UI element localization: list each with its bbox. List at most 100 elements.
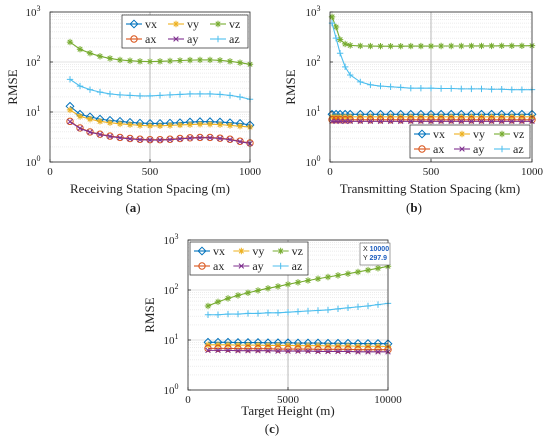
data-point-vy bbox=[86, 115, 94, 123]
data-point-vz bbox=[284, 281, 292, 288]
legend-item-az: az bbox=[210, 32, 240, 46]
data-point-vz bbox=[146, 58, 154, 65]
y-tick-label: 102 bbox=[306, 54, 321, 69]
legend-item-vx: vx bbox=[126, 17, 157, 31]
data-point-az bbox=[468, 85, 475, 93]
legend: vx vy vz ax ay az bbox=[189, 241, 309, 276]
x-tick-label: 500 bbox=[142, 166, 159, 178]
datatip-x: X 10000 bbox=[363, 246, 389, 253]
data-point-vz bbox=[508, 42, 515, 49]
data-point-ay bbox=[305, 348, 311, 354]
data-point-vz bbox=[294, 279, 302, 286]
data-point-ay bbox=[227, 136, 233, 143]
legend-label: vz bbox=[513, 127, 524, 141]
data-point-ax bbox=[397, 116, 405, 124]
y-tick-label: 101 bbox=[306, 104, 321, 119]
legend-label: ay bbox=[252, 259, 263, 273]
panel-caption: (b) bbox=[406, 200, 422, 215]
data-point-az bbox=[116, 91, 124, 99]
data-point-vz bbox=[274, 283, 282, 290]
data-point-vz bbox=[86, 49, 94, 57]
data-point-ay bbox=[375, 349, 381, 355]
data-point-az bbox=[234, 310, 242, 318]
series-ax bbox=[204, 344, 392, 354]
data-point-vz bbox=[407, 42, 414, 50]
data-point-ay bbox=[235, 347, 241, 354]
data-point-ax bbox=[498, 116, 506, 124]
legend-marker bbox=[418, 145, 426, 153]
data-point-vy bbox=[226, 122, 234, 129]
data-point-vy bbox=[106, 119, 114, 126]
data-point-ay bbox=[335, 348, 341, 355]
data-point-az bbox=[407, 84, 414, 92]
data-point-ay bbox=[325, 348, 331, 355]
data-point-vz bbox=[96, 53, 104, 60]
data-point-ax bbox=[487, 116, 496, 124]
data-point-vy bbox=[236, 123, 244, 130]
legend-label: ax bbox=[433, 142, 444, 156]
data-point-az bbox=[176, 91, 184, 98]
y-tick-label: 103 bbox=[26, 4, 41, 19]
data-point-ay bbox=[365, 349, 371, 355]
data-point-az bbox=[196, 90, 204, 98]
y-axis-label: RMSE bbox=[142, 297, 157, 332]
data-point-az bbox=[347, 71, 354, 79]
data-point-vz bbox=[468, 42, 475, 50]
data-point-ay bbox=[342, 118, 348, 125]
data-point-vz bbox=[226, 58, 234, 65]
data-point-vy bbox=[156, 122, 164, 129]
data-point-ay bbox=[245, 347, 251, 354]
series-vz bbox=[328, 13, 536, 50]
data-point-vz bbox=[216, 57, 224, 64]
data-point-az bbox=[417, 84, 425, 92]
data-point-az bbox=[397, 84, 404, 91]
series-ay bbox=[329, 118, 535, 125]
data-point-vy bbox=[166, 122, 174, 129]
data-point-ay bbox=[215, 347, 221, 354]
data-point-az bbox=[518, 86, 526, 93]
data-point-ax bbox=[364, 345, 372, 354]
legend-item-vx: vx bbox=[194, 244, 225, 258]
x-tick-label: 0 bbox=[327, 166, 333, 178]
data-point-ax bbox=[344, 345, 352, 354]
legend-marker bbox=[459, 146, 465, 152]
data-point-ax bbox=[244, 344, 252, 353]
data-point-ax bbox=[76, 124, 84, 132]
data-point-vz bbox=[377, 43, 384, 50]
legend-item-vx: vx bbox=[414, 127, 445, 141]
series-line-ax bbox=[208, 347, 388, 351]
x-tick-label: 0 bbox=[185, 394, 191, 406]
y-axis-label: RMSE bbox=[283, 69, 298, 104]
legend-item-az: az bbox=[494, 142, 524, 156]
data-point-ay bbox=[285, 348, 291, 354]
data-point-vz bbox=[357, 42, 364, 50]
series-az bbox=[66, 76, 254, 103]
data-point-ay bbox=[347, 118, 353, 125]
data-point-ax bbox=[264, 344, 272, 353]
data-point-az bbox=[264, 309, 272, 316]
data-point-vz bbox=[176, 57, 184, 64]
legend-marker bbox=[214, 35, 222, 43]
data-point-ay bbox=[117, 135, 123, 141]
legend-marker bbox=[130, 35, 138, 43]
legend-marker bbox=[498, 130, 506, 138]
legend-marker bbox=[214, 20, 222, 28]
data-point-vz bbox=[498, 42, 505, 49]
data-point-vz bbox=[488, 42, 495, 50]
data-point-az bbox=[204, 311, 212, 318]
legend-label: vy bbox=[473, 127, 485, 141]
data-point-vz bbox=[304, 277, 312, 284]
data-point-az bbox=[364, 302, 372, 310]
data-point-ax bbox=[518, 116, 526, 124]
data-point-az bbox=[66, 76, 74, 83]
legend-marker bbox=[172, 20, 180, 28]
data-point-ay bbox=[147, 137, 153, 143]
x-tick-label: 500 bbox=[423, 166, 440, 178]
legend-marker bbox=[197, 246, 207, 256]
data-point-az bbox=[304, 307, 312, 315]
y-tick-label: 100 bbox=[164, 382, 179, 397]
data-point-ax bbox=[332, 116, 340, 124]
legend-label: az bbox=[292, 259, 303, 273]
legend-label: ax bbox=[145, 32, 156, 46]
series-ay bbox=[205, 347, 391, 355]
